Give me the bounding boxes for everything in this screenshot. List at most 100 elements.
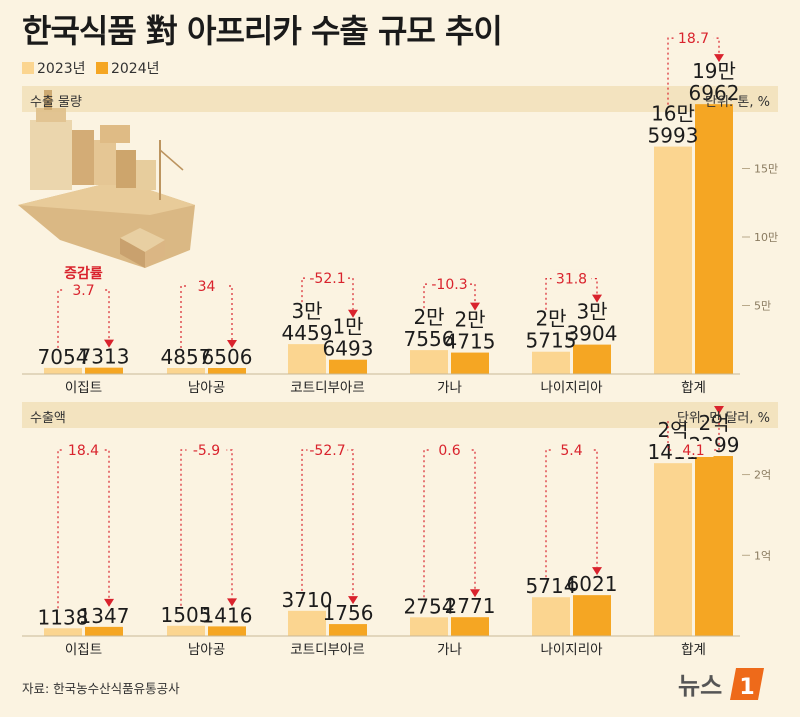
change-title: 증감률 <box>64 265 103 282</box>
change-bracket-0-2 <box>301 277 354 310</box>
change-label-1-2: -52.7 <box>309 443 345 459</box>
y-tick-label-0-1: 10만 <box>754 231 778 244</box>
bar-2023-0-5 <box>654 146 692 374</box>
section-label-value: 수출액 <box>30 411 66 426</box>
value-label-2024-1-4-0: 6021 <box>567 572 618 596</box>
value-label-2023-1-2-0: 3710 <box>282 588 333 612</box>
bar-2024-0-1 <box>208 368 246 374</box>
change-bracket-1-4 <box>545 449 598 578</box>
change-label-bg-0-0 <box>63 281 104 297</box>
category-label-0-5: 합계 <box>681 380 706 396</box>
legend: 2023년 2024년 <box>22 58 165 78</box>
change-bracket-0-1 <box>180 285 233 348</box>
y-tick-label-1-0: 1억 <box>754 549 771 562</box>
chart-title: 한국식품 對 아프리카 수출 규모 추이 <box>22 12 503 50</box>
bar-2024-0-4 <box>573 344 611 374</box>
logo-text: 뉴스 <box>678 672 722 700</box>
y-tick-label-0-2: 15만 <box>754 163 778 176</box>
category-label-0-3: 가나 <box>437 380 462 396</box>
change-arrow-0-4 <box>592 294 602 303</box>
category-label-0-0: 이집트 <box>65 380 102 396</box>
value-label-2023-0-3-1: 7556 <box>404 327 455 351</box>
change-label-1-0: 18.4 <box>68 443 99 459</box>
y-tick-label-0-0: 5만 <box>754 300 771 313</box>
value-label-2024-0-1-0: 6506 <box>202 345 253 369</box>
section-band-value <box>22 402 778 428</box>
category-label-0-1: 남아공 <box>188 380 225 396</box>
change-arrow-0-3 <box>470 302 480 311</box>
section-band-volume <box>22 86 778 112</box>
value-label-2024-1-3-0: 2771 <box>445 594 496 618</box>
value-label-2024-1-0-0: 1347 <box>79 604 130 628</box>
change-arrow-1-2 <box>348 596 358 605</box>
category-label-1-5: 합계 <box>681 642 706 658</box>
value-label-2023-1-1-0: 1505 <box>161 603 212 627</box>
value-label-2023-0-5-0: 16만 <box>651 102 695 126</box>
legend-swatch-2023 <box>22 62 34 74</box>
bar-2024-1-4 <box>573 595 611 636</box>
change-label-bg-1-4 <box>551 441 592 457</box>
change-label-bg-0-1 <box>186 277 227 293</box>
change-arrow-1-4 <box>592 567 602 576</box>
legend-label-2023: 2023년 <box>37 61 86 77</box>
change-label-bg-1-2 <box>307 441 348 457</box>
value-label-2023-1-4-0: 5714 <box>526 574 577 598</box>
bar-2023-0-0 <box>44 367 82 374</box>
legend-item-2023: 2023년 <box>22 58 86 78</box>
change-bracket-1-3 <box>423 449 476 598</box>
bar-2023-0-2 <box>288 344 326 374</box>
value-label-2024-0-0-0: 7313 <box>79 345 130 369</box>
change-bracket-1-0 <box>57 449 110 609</box>
change-label-bg-0-2 <box>307 269 348 286</box>
value-label-2023-0-3-0: 2만 <box>413 305 444 329</box>
change-arrow-0-2 <box>348 309 358 318</box>
value-label-2024-1-5-0: 2억 <box>698 411 729 435</box>
source-note: 자료: 한국농수산식품유통공사 <box>22 681 180 696</box>
value-label-2024-0-4-0: 3만 <box>576 300 607 324</box>
bar-2023-0-1 <box>167 368 205 374</box>
bar-2023-1-5 <box>654 463 692 636</box>
value-label-2024-0-3-1: 4715 <box>445 330 496 354</box>
category-label-1-2: 코트디부아르 <box>290 642 365 658</box>
logo-mark: 1 <box>739 675 754 700</box>
bar-2023-1-1 <box>167 625 205 636</box>
legend-label-2024: 2024년 <box>110 61 160 77</box>
change-arrow-1-1 <box>227 598 237 607</box>
bar-2023-1-0 <box>44 628 82 636</box>
change-bracket-1-1 <box>180 449 233 606</box>
value-label-2023-0-2-1: 4459 <box>282 321 333 345</box>
change-label-0-2: -52.1 <box>309 271 345 287</box>
unit-label-value: 단위: 만 달러, % <box>676 411 770 426</box>
change-label-bg-0-5 <box>673 29 714 46</box>
change-label-bg-1-3 <box>429 441 470 457</box>
bar-2024-1-0 <box>85 626 123 636</box>
category-label-1-1: 남아공 <box>188 642 225 658</box>
change-label-1-5: 4.1 <box>682 443 704 459</box>
bar-2024-1-5 <box>695 456 733 636</box>
value-label-2024-0-2-1: 6493 <box>323 337 374 361</box>
change-bracket-1-5 <box>667 406 720 451</box>
value-label-2024-0-3-0: 2만 <box>454 308 485 332</box>
value-label-2023-0-4-1: 5715 <box>526 329 577 353</box>
y-tick-label-1-1: 2억 <box>754 469 771 482</box>
section-label-volume: 수출 물량 <box>30 95 82 110</box>
change-arrow-0-0 <box>104 339 114 348</box>
change-label-bg-0-4 <box>551 269 592 286</box>
bar-2023-1-2 <box>288 610 326 636</box>
value-label-2023-1-0-0: 1138 <box>38 605 89 629</box>
change-label-0-1: 34 <box>198 279 216 295</box>
value-label-2023-1-5-0: 2억 <box>657 418 688 442</box>
bar-2023-1-3 <box>410 617 448 636</box>
change-label-1-4: 5.4 <box>560 443 582 459</box>
value-label-2024-0-5-0: 19만 <box>692 59 736 83</box>
bar-2024-0-2 <box>329 359 367 374</box>
value-label-2024-1-1-0: 1416 <box>202 603 253 627</box>
change-arrow-1-5 <box>714 406 724 415</box>
change-label-0-4: 31.8 <box>556 272 587 288</box>
value-label-2023-0-0-0: 7054 <box>38 345 89 369</box>
bar-2024-0-3 <box>451 352 489 374</box>
bar-2023-0-3 <box>410 350 448 374</box>
bar-2024-1-3 <box>451 617 489 636</box>
news1-logo: 뉴스 1 <box>678 668 764 700</box>
